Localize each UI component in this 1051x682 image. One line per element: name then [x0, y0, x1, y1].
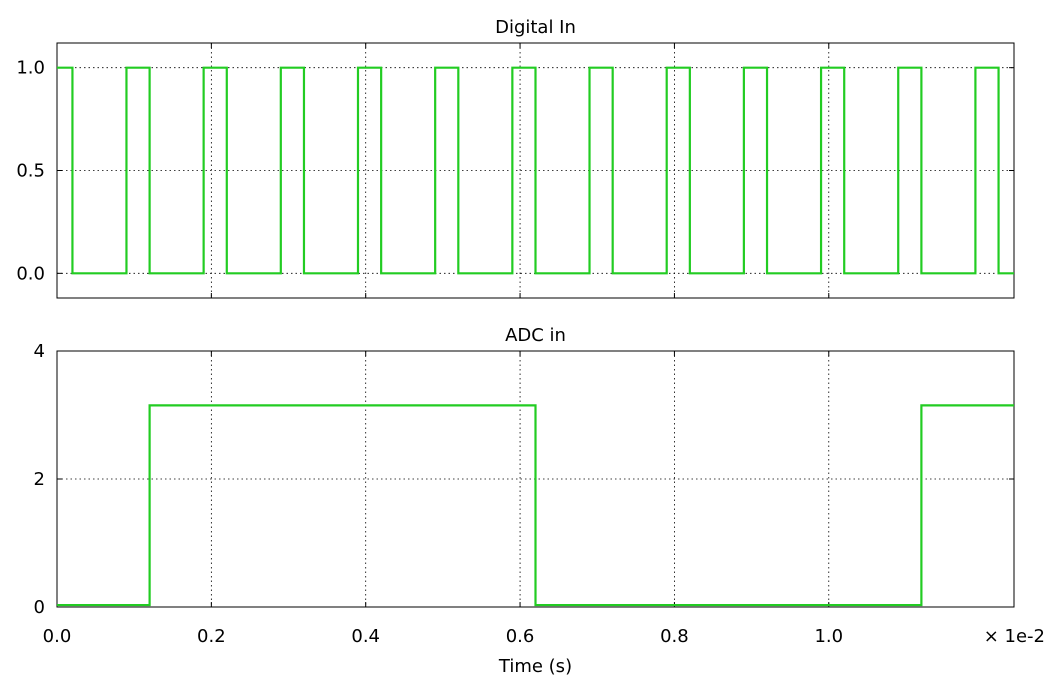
x-axis-label: Time (s) — [498, 656, 572, 677]
x-multiplier-label: × 1e-2 — [984, 626, 1045, 647]
y-tick-label: 0.5 — [16, 161, 45, 182]
x-tick-label: 0.2 — [197, 626, 226, 647]
x-tick-label: 1.0 — [814, 626, 843, 647]
subplot-adc-in: 0.0 0.2 0.4 0.6 0.8 1.0 0 2 4 ADC in × 1e-2 Time… — [34, 325, 1045, 677]
y-tick-label: 4 — [34, 341, 45, 362]
x-tick-label: 0.4 — [351, 626, 380, 647]
subplot-digital-in: 0.0 0.5 1.0 Digital In — [16, 17, 1015, 299]
x-tick-label: 0.6 — [506, 626, 535, 647]
title-adc-in: ADC in — [505, 325, 566, 346]
y-tick-label: 2 — [34, 469, 45, 490]
x-tick-label: 0.8 — [660, 626, 689, 647]
y-tick-label: 0 — [34, 597, 45, 618]
title-digital-in: Digital In — [495, 17, 576, 38]
x-tick-label: 0.0 — [43, 626, 72, 647]
trace-digital-in — [57, 66, 1014, 275]
trace-adc-in — [57, 404, 1014, 607]
y-tick-label: 0.0 — [16, 263, 45, 284]
ticks-adc-in: 0.0 0.2 0.4 0.6 0.8 1.0 0 2 4 — [34, 341, 1014, 647]
y-tick-label: 1.0 — [16, 58, 45, 79]
